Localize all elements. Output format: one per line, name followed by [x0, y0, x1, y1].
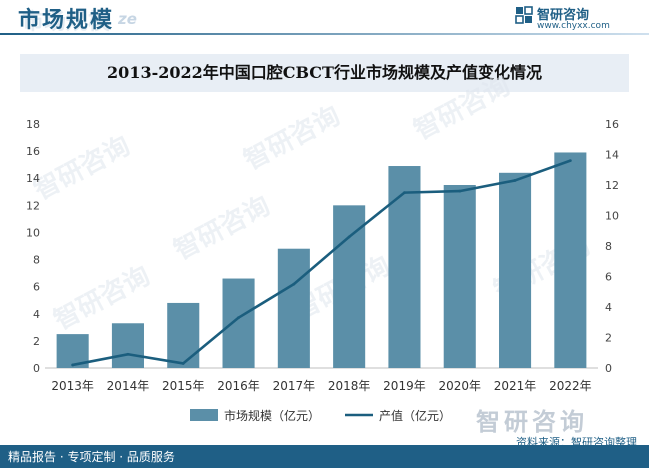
y-left-tick-label: 0	[33, 362, 40, 375]
bar	[222, 278, 255, 368]
bars-layer	[56, 152, 587, 368]
line-point	[71, 363, 75, 367]
y-left-tick-label: 4	[33, 308, 40, 321]
y-left-tick-label: 6	[33, 281, 40, 294]
y-right-tick-label: 14	[605, 149, 619, 162]
line-point	[126, 352, 130, 356]
y-left-tick-label: 2	[33, 335, 40, 348]
watermark-bottom: 智研咨询	[476, 408, 588, 436]
brand-name: 智研咨询	[537, 8, 590, 23]
chart-title: 2013-2022年中国口腔CBCT行业市场规模及产值变化情况	[107, 63, 542, 82]
legend-swatch-bar	[190, 409, 218, 421]
header-bar: 市场规模 市场规模 ze 智研咨询 www.chyxx.com	[0, 0, 649, 40]
bar	[111, 323, 144, 368]
x-tick-label: 2017年	[273, 379, 316, 393]
y-left-tick-label: 8	[33, 254, 40, 267]
legend-label-line: 产值（亿元）	[379, 408, 451, 423]
line-series	[72, 159, 571, 367]
brand-logo-icon	[515, 6, 533, 24]
x-tick-label: 2022年	[549, 379, 592, 393]
legend-label-bar: 市场规模（亿元）	[224, 408, 320, 423]
y-right-tick-label: 6	[605, 271, 612, 284]
y-left-tick-label: 18	[26, 118, 40, 131]
x-tick-label: 2019年	[383, 379, 426, 393]
y-left-tick-label: 12	[26, 199, 40, 212]
brand-logo: 智研咨询 www.chyxx.com	[515, 4, 635, 34]
x-tick-label: 2018年	[328, 379, 371, 393]
header-watermark: ze	[118, 10, 137, 28]
legend: 市场规模（亿元） 产值（亿元）	[190, 408, 451, 423]
line-point	[237, 316, 240, 320]
y-left-tick-label: 14	[26, 172, 40, 185]
brand-url: www.chyxx.com	[537, 21, 610, 31]
bar	[277, 248, 310, 368]
watermark-text: 智研咨询	[239, 100, 345, 176]
x-tick-label: 2013年	[51, 379, 94, 393]
bar	[167, 302, 200, 368]
y-right-tick-label: 10	[605, 210, 619, 223]
line-point	[458, 189, 462, 193]
watermark-text: 智研咨询	[29, 130, 135, 206]
y-left-tick-label: 16	[26, 145, 40, 158]
y-right-tick-label: 8	[605, 240, 612, 253]
y-right-tick-label: 12	[605, 179, 619, 192]
footer-slogan: 精品报告 · 专项定制 · 品质服务	[8, 450, 175, 464]
line-point	[568, 159, 572, 163]
x-tick-label: 2015年	[162, 379, 205, 393]
bar	[443, 185, 476, 368]
line-point	[347, 235, 351, 239]
y-right-tick-label: 2	[605, 332, 612, 345]
header-title-shadow: 市场规模	[22, 10, 111, 35]
y-right-tick-label: 0	[605, 362, 612, 375]
header-title: 市场规模	[18, 8, 115, 33]
axes-layer: 0 2 4 6 8 10 12 14 16 18 0 2 4 6 8 10 12 14 16 2013年 2014年 20…	[26, 118, 619, 393]
chart-canvas: 智研咨询智研咨询智研咨询智研咨询智研咨询智研咨询智研咨询 02468101214…	[26, 70, 619, 423]
bar	[388, 166, 421, 368]
bar	[499, 172, 532, 368]
header-underline	[0, 33, 649, 35]
x-tick-label: 2020年	[438, 379, 481, 393]
footer-bar: 精品报告 · 专项定制 · 品质服务	[0, 445, 649, 468]
watermark-text: 智研咨询	[169, 190, 275, 266]
watermark-text: 智研咨询	[409, 70, 515, 146]
line-point	[181, 362, 185, 365]
chart-title-band: 2013-2022年中国口腔CBCT行业市场规模及产值变化情况	[20, 54, 629, 92]
x-tick-label: 2016年	[217, 379, 260, 393]
line-point	[513, 179, 517, 182]
y-right-tick-label: 4	[605, 301, 612, 314]
line-point	[403, 191, 406, 195]
x-tick-label: 2014年	[107, 379, 150, 393]
bar	[333, 205, 366, 368]
line-layer	[71, 159, 572, 367]
line-point	[292, 282, 296, 286]
y-right-tick-label: 16	[605, 118, 619, 131]
y-left-tick-label: 10	[26, 226, 40, 239]
x-tick-label: 2021年	[494, 379, 537, 393]
bar	[554, 152, 587, 368]
